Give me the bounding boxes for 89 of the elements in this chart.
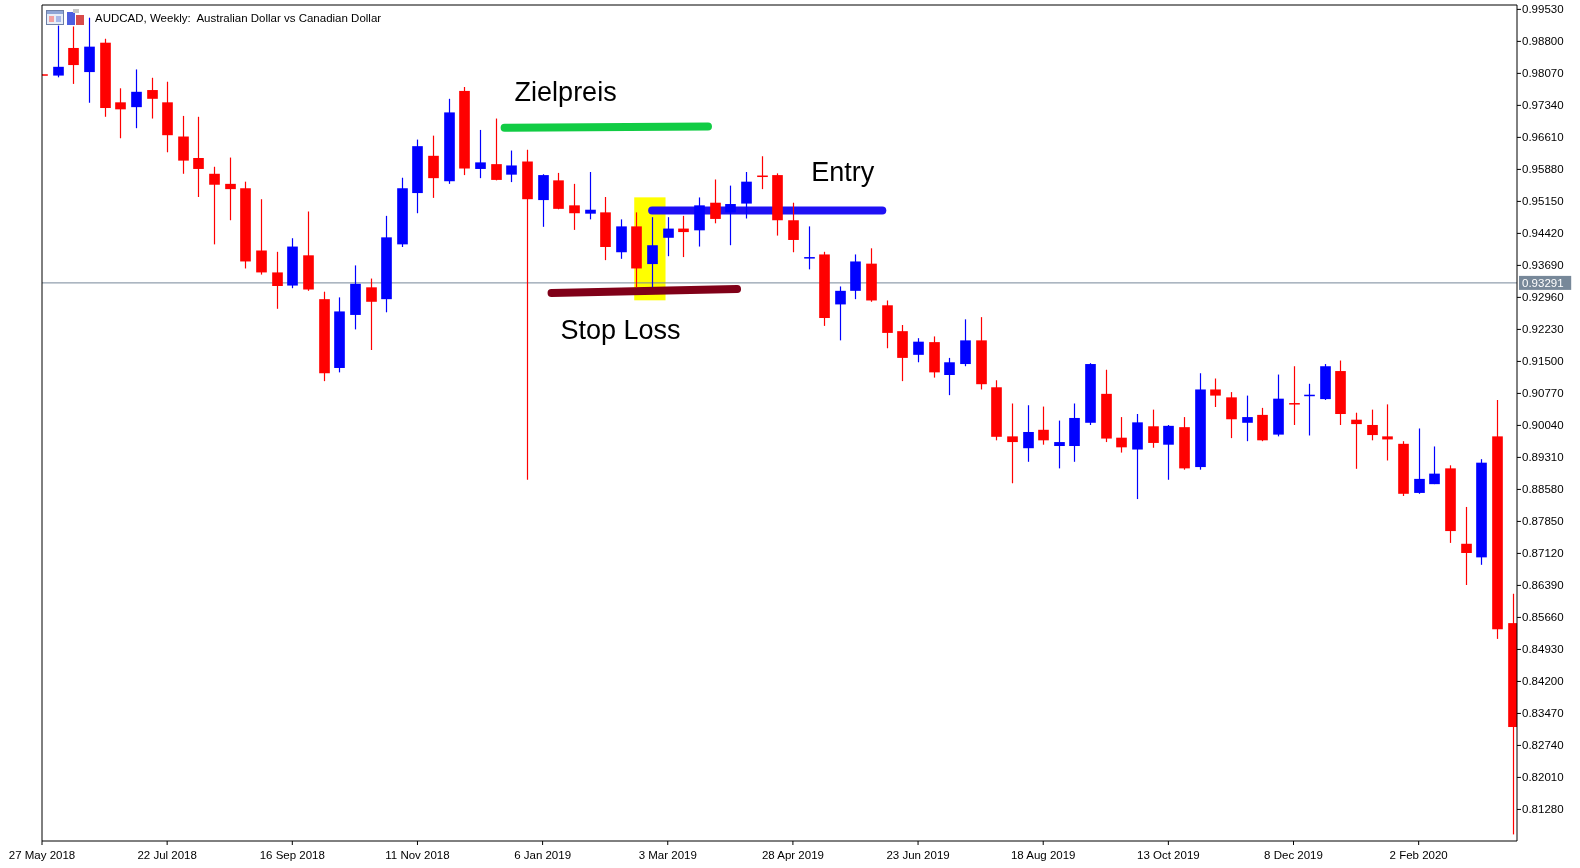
y-tick-label: 0.92960 (1522, 291, 1564, 304)
candlestick (647, 216, 658, 288)
ref-line-label: 0.93291 (1522, 276, 1564, 289)
candlestick (1054, 419, 1065, 469)
y-tick-label: 0.96610 (1522, 131, 1564, 144)
candlestick (663, 216, 674, 257)
y-tick-label: 0.89310 (1522, 451, 1564, 464)
candlestick (1382, 403, 1393, 462)
y-tick-label: 0.83470 (1522, 707, 1564, 720)
candlestick (1148, 409, 1159, 449)
y-tick-label: 0.92230 (1522, 323, 1564, 336)
y-tick-label: 0.97340 (1522, 99, 1564, 112)
candlestick (272, 251, 283, 310)
series-label: Stop Loss (560, 315, 681, 346)
candlestick (1210, 377, 1221, 408)
x-tick-label: 18 Aug 2019 (1010, 849, 1076, 861)
x-tick-label: 23 Jun 2019 (886, 849, 950, 861)
y-tick-label: 0.90040 (1522, 419, 1564, 432)
y-tick-label: 0.88580 (1522, 483, 1564, 496)
candlestick (1289, 365, 1300, 426)
candlestick (1242, 395, 1253, 442)
y-tick-label: 0.86390 (1522, 579, 1564, 592)
y-tick-label: 0.93690 (1522, 259, 1564, 272)
x-tick-label: 3 Mar 2019 (638, 849, 697, 861)
candlestick (522, 149, 533, 481)
candlestick (710, 178, 721, 224)
candlestick (1116, 416, 1127, 454)
x-tick-label: 2 Feb 2020 (1389, 849, 1448, 861)
y-tick-label: 0.98070 (1522, 67, 1564, 80)
x-tick-label: 16 Sep 2018 (259, 849, 325, 861)
candlestick (1023, 404, 1034, 463)
text: AUDCAD, Weekly: Australian Dollar vs Canadian Dollar (95, 12, 382, 24)
y-tick-label: 0.90770 (1522, 387, 1564, 400)
candlestick (131, 68, 142, 129)
candlestick (256, 198, 267, 276)
y-tick-label: 0.99530 (1522, 3, 1564, 16)
candlestick (804, 225, 815, 270)
candlestick (1367, 409, 1378, 441)
y-tick-label: 0.84200 (1522, 675, 1564, 688)
candlestick (475, 129, 486, 179)
candlestick (115, 87, 126, 139)
candlestick (741, 171, 752, 220)
candlestick (193, 116, 204, 198)
candlestick (1007, 402, 1018, 484)
candlestick (725, 185, 736, 246)
candlestick (1163, 424, 1174, 481)
y-tick-label: 0.87120 (1522, 547, 1564, 560)
candlestick (944, 357, 955, 396)
y-tick-label: 0.82010 (1522, 771, 1564, 784)
candlestick (428, 135, 439, 199)
x-tick-label: 22 Jul 2018 (137, 849, 197, 861)
candlestick (53, 25, 64, 78)
candlestick (1226, 391, 1237, 439)
candlestick (68, 25, 79, 85)
candlestick (491, 117, 502, 181)
candlestick (225, 156, 236, 221)
y-tick-label: 0.82740 (1522, 739, 1564, 752)
y-tick-label: 0.84930 (1522, 643, 1564, 656)
x-tick-label: 28 Apr 2019 (761, 849, 824, 861)
x-tick-label: 6 Jan 2019 (514, 849, 572, 861)
candlestick (913, 337, 924, 363)
candlestick (147, 77, 158, 120)
series-label: Entry (811, 156, 875, 187)
y-tick-label: 0.81280 (1522, 803, 1564, 816)
candlestick (835, 285, 846, 341)
x-tick-label: 8 Dec 2019 (1264, 849, 1323, 861)
x-tick-label: 11 Nov 2018 (385, 849, 450, 861)
y-tick-label: 0.85660 (1522, 611, 1564, 624)
candlestick (1414, 427, 1425, 495)
candlestick (1038, 405, 1049, 446)
y-tick-label: 0.95880 (1522, 163, 1564, 176)
candlestick (506, 149, 517, 183)
y-tick-label: 0.91500 (1522, 355, 1564, 368)
candlestick (366, 277, 377, 351)
candlestick (1429, 445, 1440, 485)
x-tick-label: 13 Oct 2019 (1137, 849, 1200, 861)
candlestick (585, 171, 596, 220)
x-tick-label: 27 May 2018 (8, 849, 76, 861)
candlestick (569, 183, 580, 231)
y-tick-label: 0.98800 (1522, 35, 1564, 48)
candlestick (788, 202, 799, 253)
candlestick (1351, 412, 1362, 470)
y-tick-label: 0.95150 (1522, 195, 1564, 208)
y-tick-label: 0.87850 (1522, 515, 1564, 528)
candlestick (960, 318, 971, 367)
y-tick-label: 0.94420 (1522, 227, 1564, 240)
candlestick (209, 166, 220, 245)
series-label: Zielpreis (514, 76, 617, 107)
candlestick (1461, 506, 1472, 586)
